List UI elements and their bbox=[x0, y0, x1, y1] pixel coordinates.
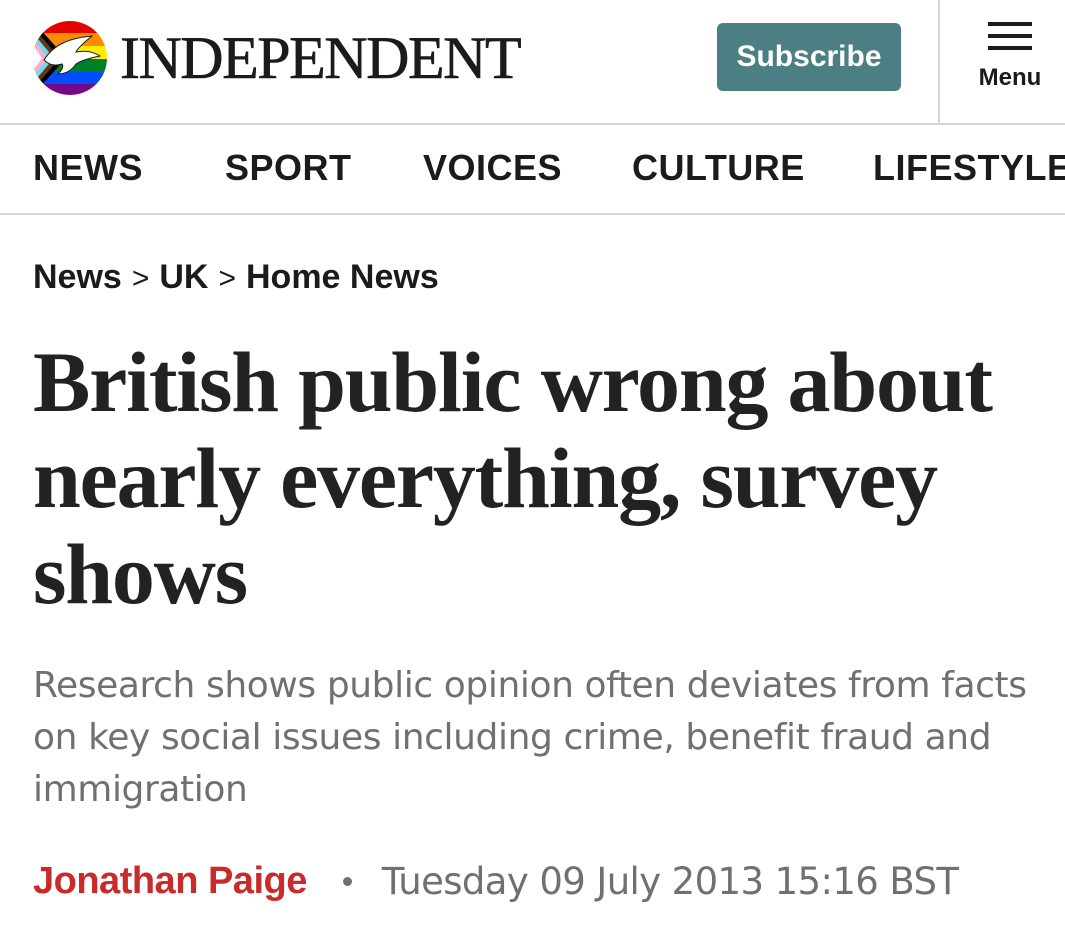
main-nav: NEWS SPORT VOICES CULTURE LIFESTYLE bbox=[0, 125, 1065, 215]
publish-date: Tuesday 09 July 2013 15:16 BST bbox=[381, 860, 959, 903]
header-divider bbox=[938, 0, 940, 125]
article-standfirst: Research shows public opinion often devi… bbox=[33, 665, 1027, 810]
menu-button[interactable]: Menu bbox=[960, 22, 1060, 102]
breadcrumb-separator: > bbox=[131, 262, 150, 295]
nav-item-sport[interactable]: SPORT bbox=[225, 147, 352, 188]
author-link[interactable]: Jonathan Paige bbox=[33, 860, 307, 902]
breadcrumb-news[interactable]: News bbox=[33, 258, 122, 296]
breadcrumb: News > UK > Home News bbox=[33, 258, 439, 297]
article-headline: British public wrong about nearly everyt… bbox=[33, 334, 993, 622]
hamburger-menu-icon bbox=[988, 22, 1032, 50]
breadcrumb-uk[interactable]: UK bbox=[159, 258, 209, 296]
site-logo[interactable]: INDEPENDENT bbox=[32, 20, 522, 96]
breadcrumb-home-news[interactable]: Home News bbox=[246, 258, 439, 296]
subscribe-button[interactable]: Subscribe bbox=[717, 23, 901, 91]
nav-item-voices[interactable]: VOICES bbox=[423, 147, 563, 188]
menu-label: Menu bbox=[978, 64, 1042, 91]
byline-separator-dot bbox=[342, 877, 352, 886]
breadcrumb-separator: > bbox=[218, 262, 236, 295]
eagle-pride-logo-icon bbox=[33, 21, 107, 95]
site-wordmark: INDEPENDENT bbox=[120, 25, 522, 91]
nav-item-lifestyle[interactable]: LIFESTYLE bbox=[873, 147, 1065, 188]
nav-item-culture[interactable]: CULTURE bbox=[632, 147, 805, 188]
site-header: INDEPENDENT Subscribe Menu bbox=[0, 0, 1065, 125]
article-byline: Jonathan Paige Tuesday 09 July 2013 15:1… bbox=[33, 860, 959, 903]
nav-item-news[interactable]: NEWS bbox=[33, 147, 143, 188]
